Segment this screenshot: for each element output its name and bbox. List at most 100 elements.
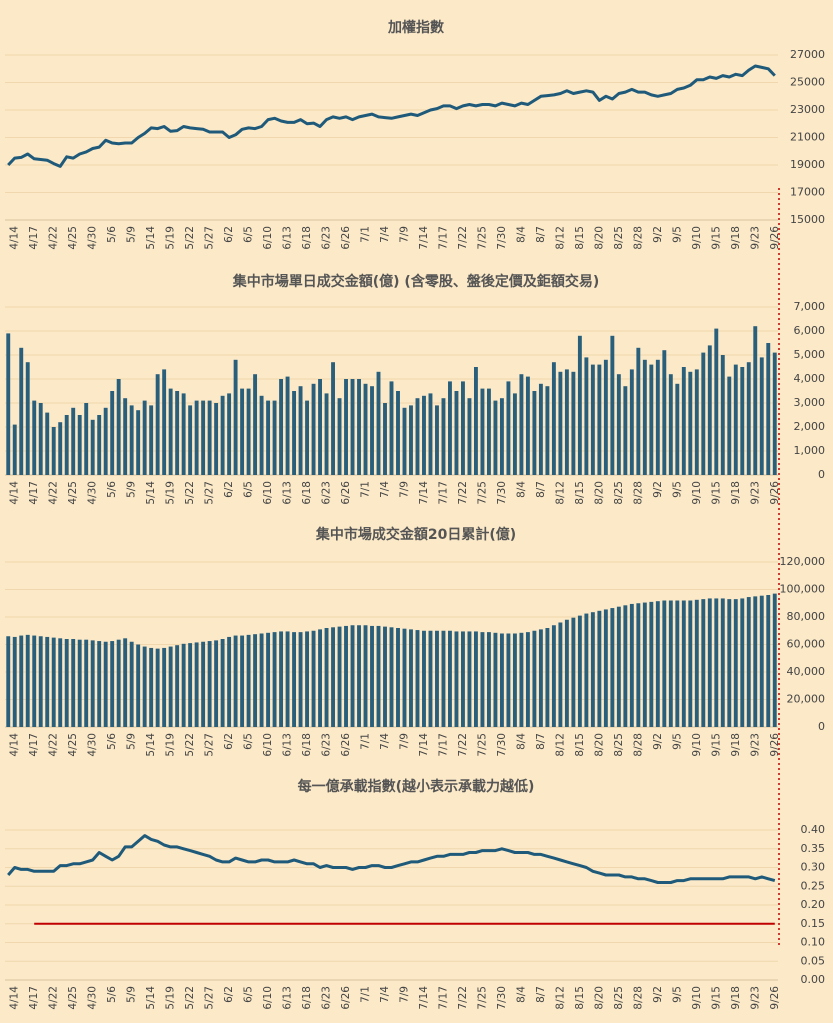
x-tick-label: 9/15 <box>710 986 722 1010</box>
bar <box>383 403 387 475</box>
bar <box>168 646 173 727</box>
x-tick-label: 7/30 <box>496 986 508 1010</box>
bar <box>350 625 355 727</box>
bar <box>38 403 43 475</box>
bar <box>162 369 167 475</box>
bar <box>253 374 258 475</box>
bar <box>64 639 69 727</box>
bar <box>90 419 95 475</box>
bar <box>746 362 751 475</box>
x-tick-label: 5/9 <box>126 733 138 750</box>
bar <box>402 628 407 727</box>
bar <box>435 405 439 475</box>
bar <box>733 599 738 727</box>
bar <box>318 379 322 475</box>
bar <box>409 629 413 727</box>
bar <box>740 598 745 727</box>
bar <box>486 388 491 475</box>
x-tick-label: 7/9 <box>398 226 410 243</box>
bar <box>71 407 76 475</box>
y-tick-label: 23000 <box>790 103 825 116</box>
x-tick-label: 7/1 <box>360 986 372 1003</box>
bar <box>577 335 582 475</box>
x-tick-label: 6/23 <box>321 481 333 505</box>
bar <box>272 632 277 727</box>
x-tick-label: 5/6 <box>106 733 118 750</box>
bar <box>220 639 225 727</box>
y-tick-label: 0 <box>818 720 825 733</box>
bar <box>311 383 316 475</box>
x-tick-label: 9/23 <box>749 986 761 1010</box>
x-tick-label: 6/5 <box>243 481 255 498</box>
bar <box>344 379 348 475</box>
y-tick-label: 4,000 <box>794 372 826 385</box>
bar <box>590 364 595 475</box>
bar <box>473 367 478 475</box>
y-tick-label: 0.05 <box>801 954 826 967</box>
bar <box>298 632 303 727</box>
bar <box>564 369 569 475</box>
bar <box>668 374 673 475</box>
bar <box>331 627 335 727</box>
bar <box>428 630 433 727</box>
x-tick-label: 5/6 <box>106 481 118 498</box>
x-tick-label: 6/13 <box>282 986 294 1010</box>
bar <box>701 599 706 727</box>
y-tick-label: 0.25 <box>801 879 826 892</box>
bar <box>512 633 517 727</box>
bar <box>675 600 680 727</box>
bar <box>694 369 699 475</box>
x-tick-label: 5/6 <box>106 226 118 243</box>
y-tick-label: 2,000 <box>794 420 826 433</box>
bar <box>603 359 608 475</box>
bar <box>759 357 764 475</box>
x-tick-label: 7/9 <box>398 733 410 750</box>
x-tick-label: 7/1 <box>360 226 372 243</box>
bar <box>376 625 381 727</box>
x-tick-label: 7/9 <box>398 481 410 498</box>
bar <box>499 633 504 727</box>
x-tick-label: 5/9 <box>126 481 138 498</box>
bar <box>512 393 517 475</box>
bar <box>499 398 504 475</box>
bar <box>727 376 732 475</box>
bar <box>766 595 771 727</box>
bar <box>422 630 426 727</box>
x-tick-label: 8/4 <box>515 986 527 1003</box>
bar <box>623 605 628 727</box>
x-tick-label: 5/6 <box>106 986 118 1003</box>
x-tick-label: 6/2 <box>223 733 235 750</box>
bar <box>77 415 82 475</box>
bar <box>538 629 543 727</box>
bar <box>207 400 212 475</box>
bar <box>116 379 121 475</box>
x-tick-label: 5/14 <box>145 481 157 505</box>
bar <box>480 388 485 475</box>
bar <box>772 593 777 727</box>
bar <box>363 625 368 727</box>
x-tick-label: 6/10 <box>262 733 274 757</box>
x-tick-label: 4/17 <box>28 733 40 757</box>
y-tick-label: 19000 <box>790 158 825 171</box>
x-tick-label: 8/28 <box>632 986 644 1010</box>
bar <box>324 393 329 475</box>
x-tick-label: 8/20 <box>593 226 605 250</box>
bar <box>168 388 173 475</box>
x-tick-label: 4/22 <box>48 481 60 505</box>
bar <box>525 376 530 475</box>
bar <box>675 383 680 475</box>
y-tick-label: 0 <box>818 468 825 481</box>
bar <box>279 631 284 727</box>
bar <box>389 627 394 727</box>
line-series <box>7 834 776 884</box>
bar <box>383 626 387 727</box>
bar <box>584 357 589 475</box>
bar <box>285 376 290 475</box>
x-tick-label: 9/26 <box>769 986 781 1010</box>
x-tick-label: 5/14 <box>145 986 157 1010</box>
x-tick-label: 8/15 <box>574 986 586 1010</box>
x-tick-label: 4/22 <box>48 226 60 250</box>
x-tick-label: 8/20 <box>593 733 605 757</box>
x-tick-label: 6/13 <box>282 733 294 757</box>
